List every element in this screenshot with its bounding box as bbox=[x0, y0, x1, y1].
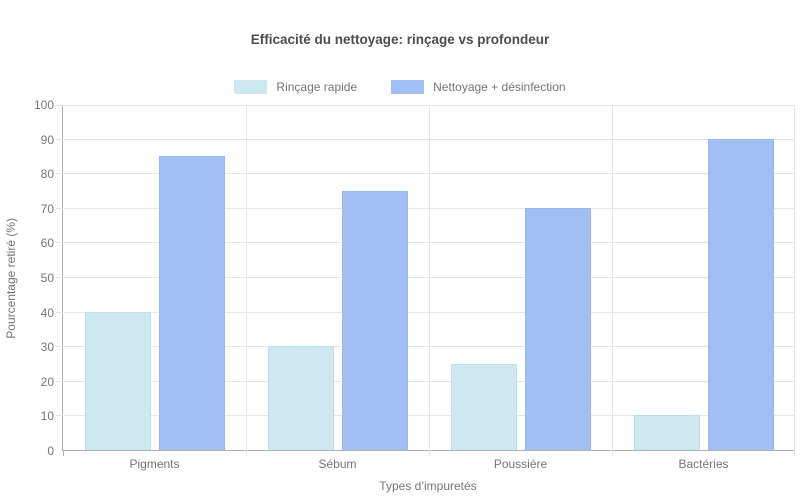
h-gridline bbox=[56, 277, 794, 278]
y-tick-label: 90 bbox=[40, 132, 54, 147]
legend-label-rincage-rapide: Rinçage rapide bbox=[276, 80, 358, 94]
legend-swatch-nettoyage-desinfection bbox=[391, 80, 425, 94]
y-tick-label: 60 bbox=[40, 236, 54, 251]
y-tick-label: 100 bbox=[33, 98, 54, 112]
h-gridline bbox=[56, 105, 794, 106]
legend-label-nettoyage-desinfection: Nettoyage + désinfection bbox=[433, 80, 566, 94]
y-tick-label: 70 bbox=[40, 201, 54, 216]
h-gridline bbox=[56, 346, 794, 348]
y-tick-label: 0 bbox=[47, 444, 54, 458]
bar-nettoyage-2 bbox=[524, 207, 591, 450]
plot-area: 0 10 20 30 40 50 60 70 80 90 100 Pigments Sébum Pouss… bbox=[34, 98, 795, 471]
x-axis-tick bbox=[612, 450, 613, 456]
bar-rincage-0 bbox=[84, 311, 151, 450]
x-axis-tick bbox=[63, 450, 64, 456]
v-gridline bbox=[794, 105, 795, 450]
chart-title: Efficacité du nettoyage: rinçage vs prof… bbox=[250, 32, 550, 47]
v-gridline bbox=[612, 105, 613, 450]
bar-rincage-1 bbox=[267, 346, 334, 450]
y-tick-label: 10 bbox=[40, 409, 54, 424]
v-gridline bbox=[246, 105, 247, 450]
category-label-2: Poussière bbox=[493, 457, 548, 471]
bar-nettoyage-1 bbox=[341, 190, 408, 450]
y-tick-label: 50 bbox=[40, 271, 54, 285]
legend-item-nettoyage-desinfection[interactable]: Nettoyage + désinfection bbox=[391, 80, 566, 94]
bar-nettoyage-3 bbox=[707, 138, 774, 450]
category-label-1: Sébum bbox=[318, 457, 357, 471]
x-axis-tick bbox=[246, 450, 247, 456]
h-gridline bbox=[56, 173, 794, 175]
legend: Rinçage rapide Nettoyage + désinfection bbox=[0, 80, 800, 94]
h-gridline bbox=[56, 207, 794, 209]
category-label-3: Bactéries bbox=[678, 457, 729, 471]
v-gridline bbox=[429, 105, 430, 450]
bar-nettoyage-0 bbox=[158, 155, 225, 450]
bar-rincage-3 bbox=[633, 415, 700, 450]
y-tick-label: 30 bbox=[40, 340, 54, 355]
y-tick-label: 40 bbox=[40, 305, 54, 320]
h-gridline bbox=[56, 311, 794, 313]
y-tick-label: 20 bbox=[40, 374, 54, 389]
h-gridline bbox=[56, 242, 794, 244]
legend-item-rincage-rapide[interactable]: Rinçage rapide bbox=[234, 80, 357, 94]
y-tick-label: 80 bbox=[40, 167, 54, 182]
x-axis-tick bbox=[794, 450, 795, 456]
category-label-0: Pigments bbox=[129, 457, 180, 471]
x-axis-tick bbox=[429, 450, 430, 456]
h-gridline bbox=[56, 415, 794, 417]
x-axis-title: Types d’impuretés bbox=[379, 479, 477, 493]
bar-rincage-2 bbox=[450, 363, 517, 450]
legend-swatch-rincage-rapide bbox=[234, 80, 268, 94]
h-gridline bbox=[56, 380, 794, 382]
h-gridline bbox=[56, 138, 794, 140]
